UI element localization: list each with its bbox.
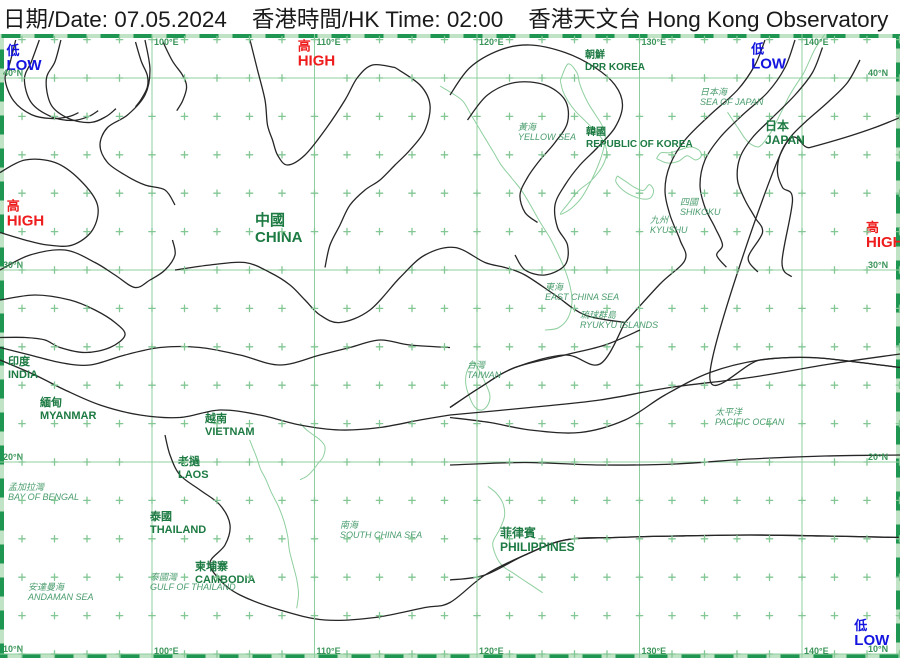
svg-text:GULF OF THAILAND: GULF OF THAILAND xyxy=(150,582,236,592)
svg-text:HIGH: HIGH xyxy=(298,53,336,70)
svg-text:LAOS: LAOS xyxy=(178,469,209,481)
svg-text:RYUKYU ISLANDS: RYUKYU ISLANDS xyxy=(580,320,658,330)
svg-text:PHILIPPINES: PHILIPPINES xyxy=(500,540,575,554)
svg-text:MYANMAR: MYANMAR xyxy=(40,410,96,422)
svg-text:朝鮮: 朝鮮 xyxy=(585,48,605,61)
svg-text:黃海: 黃海 xyxy=(518,122,538,132)
svg-text:泰國: 泰國 xyxy=(149,509,172,523)
svg-text:10°N: 10°N xyxy=(868,644,888,654)
svg-text:130°E: 130°E xyxy=(642,646,667,656)
svg-text:LOW: LOW xyxy=(751,56,787,73)
svg-text:130°E: 130°E xyxy=(642,37,667,47)
svg-text:THAILAND: THAILAND xyxy=(150,524,206,536)
svg-text:高: 高 xyxy=(7,199,20,214)
svg-text:SHIKOKU: SHIKOKU xyxy=(680,207,721,217)
svg-text:東海: 東海 xyxy=(545,282,565,292)
svg-text:低: 低 xyxy=(750,42,764,57)
svg-text:JAPAN: JAPAN xyxy=(765,133,805,147)
svg-text:低: 低 xyxy=(6,43,20,58)
svg-text:低: 低 xyxy=(853,618,867,633)
svg-text:韓國: 韓國 xyxy=(586,125,606,138)
svg-text:20°N: 20°N xyxy=(868,452,888,462)
svg-text:DPR KOREA: DPR KOREA xyxy=(585,62,645,73)
svg-text:SEA OF JAPAN: SEA OF JAPAN xyxy=(700,97,764,107)
svg-text:120°E: 120°E xyxy=(479,37,504,47)
svg-text:VIETNAM: VIETNAM xyxy=(205,426,255,438)
svg-text:EAST CHINA SEA: EAST CHINA SEA xyxy=(545,292,619,302)
svg-text:40°N: 40°N xyxy=(868,68,888,78)
svg-text:越南: 越南 xyxy=(204,411,227,425)
svg-text:140°E: 140°E xyxy=(804,37,829,47)
svg-text:四國: 四國 xyxy=(680,197,700,207)
svg-text:30°N: 30°N xyxy=(3,260,23,270)
svg-text:老撾: 老撾 xyxy=(177,454,200,468)
svg-text:台灣: 台灣 xyxy=(467,360,486,370)
svg-text:30°N: 30°N xyxy=(868,260,888,270)
svg-text:中國: 中國 xyxy=(255,211,285,229)
svg-text:菲律賓: 菲律賓 xyxy=(500,525,536,540)
svg-text:20°N: 20°N xyxy=(3,452,23,462)
svg-text:KYUSHU: KYUSHU xyxy=(650,225,688,235)
svg-text:PACIFIC OCEAN: PACIFIC OCEAN xyxy=(715,417,785,427)
svg-text:高: 高 xyxy=(866,220,879,235)
svg-text:柬埔寨: 柬埔寨 xyxy=(195,559,228,573)
svg-text:YELLOW SEA: YELLOW SEA xyxy=(518,132,576,142)
svg-text:日本海: 日本海 xyxy=(700,87,729,97)
svg-text:琉球群島: 琉球群島 xyxy=(580,310,617,320)
svg-text:日本: 日本 xyxy=(765,118,789,133)
svg-text:10°N: 10°N xyxy=(3,644,23,654)
svg-text:ANDAMAN SEA: ANDAMAN SEA xyxy=(27,592,94,602)
svg-text:安達曼海: 安達曼海 xyxy=(28,582,66,592)
svg-text:九州: 九州 xyxy=(650,215,669,225)
svg-text:孟加拉灣: 孟加拉灣 xyxy=(8,482,45,492)
svg-text:HIGH: HIGH xyxy=(866,234,900,251)
svg-text:REPUBLIC OF KOREA: REPUBLIC OF KOREA xyxy=(586,139,693,150)
svg-text:南海: 南海 xyxy=(340,520,360,530)
svg-text:印度: 印度 xyxy=(8,354,31,368)
svg-text:110°E: 110°E xyxy=(317,646,341,656)
svg-text:110°E: 110°E xyxy=(317,37,341,47)
svg-text:100°E: 100°E xyxy=(154,646,179,656)
svg-text:40°N: 40°N xyxy=(3,68,23,78)
svg-text:TAIWAN: TAIWAN xyxy=(467,370,502,380)
svg-text:120°E: 120°E xyxy=(479,646,504,656)
svg-text:高: 高 xyxy=(298,39,311,54)
svg-text:INDIA: INDIA xyxy=(8,369,38,381)
svg-text:140°E: 140°E xyxy=(804,646,829,656)
svg-text:緬甸: 緬甸 xyxy=(40,395,62,409)
svg-text:HIGH: HIGH xyxy=(7,213,45,230)
svg-text:太平洋: 太平洋 xyxy=(715,407,743,417)
svg-text:100°E: 100°E xyxy=(154,37,179,47)
